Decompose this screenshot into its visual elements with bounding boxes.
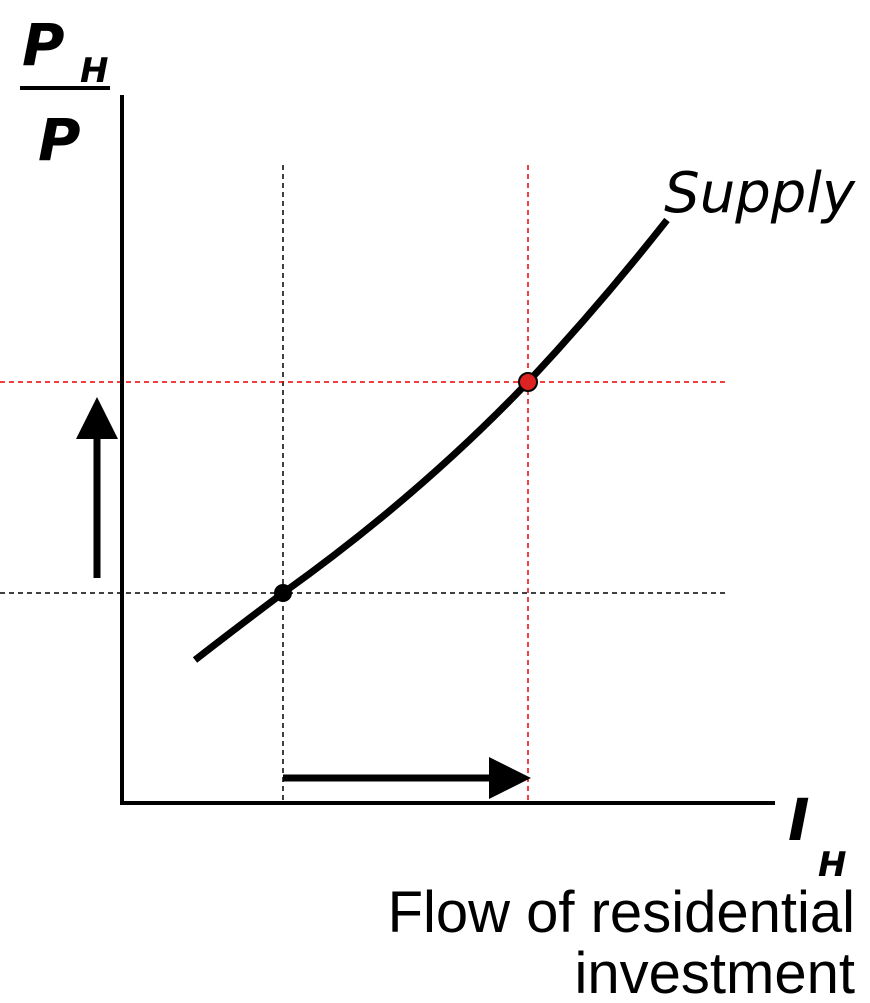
- x-caption: Flow of residential: [388, 880, 855, 945]
- y-label-numerator: P: [22, 11, 65, 79]
- y-label-subscript: H: [80, 51, 108, 91]
- x-label-symbol: I: [788, 786, 810, 854]
- point: [518, 372, 538, 392]
- supply-curve: [192, 217, 670, 663]
- x-label-subscript: H: [818, 845, 846, 885]
- y-label-denominator: P: [38, 106, 81, 174]
- curve-label: Supply: [664, 161, 856, 226]
- x-caption: investment: [575, 941, 855, 1003]
- point: [274, 584, 292, 602]
